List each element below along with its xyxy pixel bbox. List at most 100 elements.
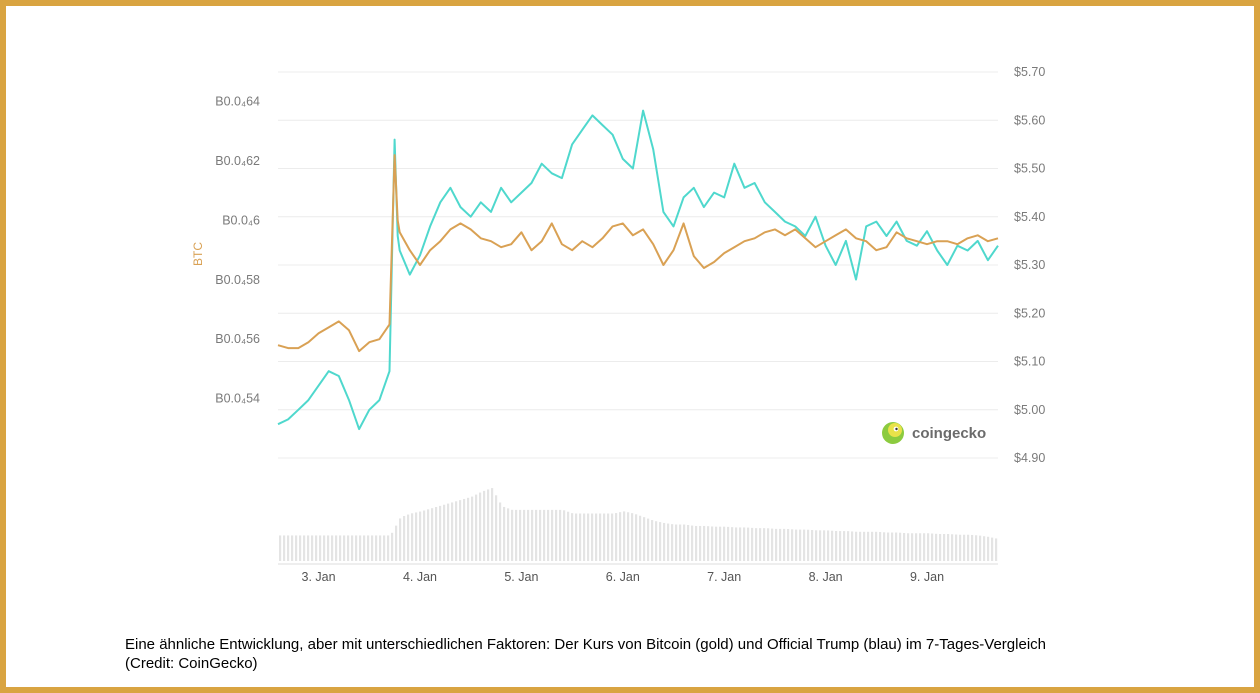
left-axis-title: BTC xyxy=(191,242,205,266)
volume-bar xyxy=(307,535,310,561)
volume-bar xyxy=(731,527,734,561)
volume-bar xyxy=(463,498,466,561)
volume-bar xyxy=(799,529,802,561)
volume-bar xyxy=(795,529,798,561)
volume-bar xyxy=(451,502,454,561)
volume-bar xyxy=(283,535,286,561)
volume-bar xyxy=(367,535,370,561)
right-tick-label: $5.60 xyxy=(1014,113,1045,127)
right-tick-label: $5.50 xyxy=(1014,162,1045,176)
volume-bar xyxy=(779,528,782,561)
volume-bar xyxy=(927,533,930,561)
volume-bar xyxy=(615,513,618,561)
volume-bar xyxy=(475,494,478,561)
volume-bar xyxy=(515,509,518,561)
volume-bar xyxy=(467,497,470,561)
left-tick-label: B0.0₄6 xyxy=(222,213,260,227)
volume-bar xyxy=(355,535,358,561)
volume-bar xyxy=(535,509,538,561)
volume-bar xyxy=(291,535,294,561)
volume-bar xyxy=(875,531,878,561)
volume-bar xyxy=(791,529,794,561)
volume-bar xyxy=(631,513,634,561)
volume-bar xyxy=(319,535,322,561)
volume-bar xyxy=(623,511,626,561)
volume-bar xyxy=(771,528,774,561)
volume-bar xyxy=(655,521,658,561)
left-tick-label: B0.0₄62 xyxy=(215,154,260,168)
volume-bar xyxy=(547,509,550,561)
volume-bar xyxy=(751,527,754,561)
volume-bar xyxy=(523,509,526,561)
volume-bar xyxy=(683,524,686,561)
volume-bar xyxy=(979,535,982,561)
volume-bar xyxy=(595,513,598,561)
volume-bar xyxy=(499,502,502,561)
volume-bar xyxy=(675,524,678,561)
volume-bar xyxy=(819,530,822,561)
volume-bar xyxy=(827,530,830,561)
volume-bar xyxy=(775,528,778,561)
volume-bar xyxy=(323,535,326,561)
volume-bar xyxy=(831,530,834,561)
volume-bar xyxy=(959,534,962,561)
right-tick-label: $5.30 xyxy=(1014,258,1045,272)
volume-bar xyxy=(399,518,402,561)
series-layer xyxy=(277,109,999,431)
volume-bar xyxy=(987,536,990,561)
volume-bar xyxy=(495,495,498,561)
volume-bar xyxy=(447,503,450,561)
volume-bar xyxy=(695,525,698,561)
x-tick-label: 9. Jan xyxy=(910,570,944,584)
coingecko-brand: coingecko xyxy=(882,422,986,444)
volume-bar xyxy=(995,538,998,561)
left-tick-label: B0.0₄64 xyxy=(215,95,260,109)
volume-bar xyxy=(359,535,362,561)
brand-label: coingecko xyxy=(912,425,986,442)
volume-bar xyxy=(343,535,346,561)
volume-bar xyxy=(287,535,290,561)
volume-bar xyxy=(759,528,762,561)
trump-price-line xyxy=(277,109,999,431)
volume-bar xyxy=(555,509,558,561)
volume-bar xyxy=(931,533,934,561)
volume-bar xyxy=(891,532,894,561)
volume-bar xyxy=(711,526,714,561)
volume-bar xyxy=(767,528,770,561)
volume-bar xyxy=(647,518,650,561)
x-tick-label: 3. Jan xyxy=(302,570,336,584)
right-tick-label: $5.20 xyxy=(1014,306,1045,320)
volume-bar xyxy=(991,537,994,561)
right-tick-label: $5.00 xyxy=(1014,403,1045,417)
volume-bar xyxy=(835,531,838,561)
left-tick-label: B0.0₄58 xyxy=(215,273,260,287)
caption-line-1: Eine ähnliche Entwicklung, aber mit unte… xyxy=(125,636,1046,653)
volume-bar xyxy=(591,513,594,561)
volume-bar xyxy=(579,513,582,561)
volume-bar xyxy=(491,488,494,561)
left-axis: B0.0₄64 B0.0₄62 B0.0₄6 B0.0₄58 B0.0₄56 B0.0₄5… xyxy=(215,95,260,406)
volume-bar xyxy=(551,509,554,561)
right-tick-label: $5.40 xyxy=(1014,210,1045,224)
volume-bar xyxy=(699,525,702,561)
volume-bar xyxy=(859,531,862,561)
left-tick-label: B0.0₄54 xyxy=(215,392,260,406)
volume-bar xyxy=(915,533,918,561)
volume-bar xyxy=(919,533,922,561)
volume-bar xyxy=(951,534,954,561)
volume-bar xyxy=(511,509,514,561)
btc-price-line xyxy=(277,154,999,353)
volume-bar xyxy=(755,528,758,561)
volume-bar xyxy=(719,526,722,561)
volume-bar xyxy=(603,513,606,561)
volume-bar xyxy=(351,535,354,561)
volume-bar xyxy=(707,526,710,561)
volume-bar xyxy=(531,509,534,561)
volume-bar xyxy=(839,531,842,561)
x-axis: 3. Jan 4. Jan 5. Jan 6. Jan 7. Jan 8. Jan 9. J… xyxy=(302,570,945,584)
volume-bar xyxy=(963,534,966,561)
volume-bar xyxy=(427,509,430,561)
right-tick-label: $5.70 xyxy=(1014,65,1045,79)
volume-bar xyxy=(483,490,486,561)
volume-bar xyxy=(311,535,314,561)
